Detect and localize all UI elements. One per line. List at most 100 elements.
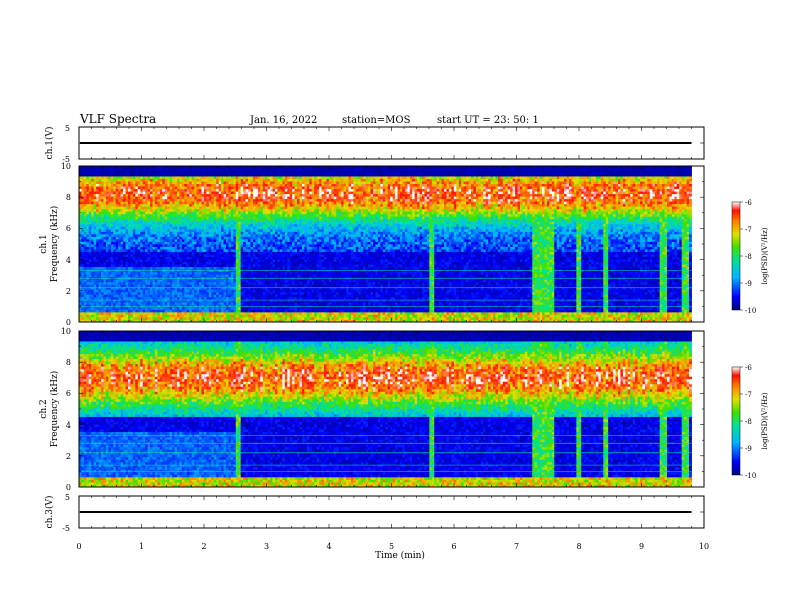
- spectrogram-cell: [203, 299, 207, 303]
- spectrogram-cell: [213, 271, 217, 275]
- spectrogram-cell: [140, 183, 144, 187]
- spectrogram-cell: [265, 314, 269, 318]
- spectrogram-cell: [238, 316, 242, 320]
- spectrogram-cell: [252, 314, 256, 318]
- spectrogram-cell: [135, 203, 139, 207]
- spectrogram-cell: [159, 228, 163, 232]
- spectrogram-cell: [142, 221, 146, 225]
- spectrogram-cell: [123, 203, 126, 207]
- spectrogram-cell: [211, 306, 215, 310]
- spectrogram-cell: [213, 274, 217, 278]
- spectrogram-cell: [203, 271, 207, 275]
- spectrogram-cell: [218, 274, 222, 278]
- spectrogram-cell: [174, 171, 178, 174]
- spectrogram-cell: [218, 223, 222, 227]
- spectrogram-cell: [243, 316, 246, 320]
- spectrogram-cell: [218, 294, 222, 298]
- spectrogram-cell: [233, 271, 237, 275]
- spectrogram-cell: [260, 176, 264, 179]
- spectrogram-cell: [88, 284, 92, 288]
- spectrogram-cell: [218, 183, 222, 187]
- spectrogram-cell: [260, 316, 264, 320]
- spectrogram-cell: [226, 193, 229, 197]
- spectrogram-cell: [196, 306, 200, 310]
- spectrogram-cell: [179, 286, 183, 290]
- spectrogram-cell: [162, 198, 166, 202]
- spectrogram-cell: [191, 266, 195, 270]
- spectrogram-cell: [243, 198, 246, 202]
- spectrogram-cell: [137, 208, 141, 212]
- spectrogram-cell: [233, 183, 237, 187]
- spectrogram-cell: [103, 274, 107, 278]
- spectrogram-cell: [196, 289, 200, 293]
- spectrogram-cell: [159, 208, 163, 212]
- spectrogram-cell: [194, 316, 197, 320]
- spectrogram-cell: [248, 309, 251, 313]
- spectrogram-cell: [211, 254, 215, 257]
- spectrogram-cell: [199, 244, 202, 247]
- spectrogram-cell: [243, 314, 246, 318]
- spectrogram-cell: [226, 289, 229, 293]
- spectrogram-cell: [167, 171, 171, 174]
- spectrogram-cell: [164, 304, 168, 308]
- spectrogram-cell: [137, 223, 141, 227]
- spectrogram-cell: [252, 191, 256, 195]
- ch1-waveform-ylabel: ch.1(V): [44, 127, 55, 160]
- spectrogram-cell: [157, 241, 161, 245]
- spectrogram-cell: [270, 284, 273, 288]
- spectrogram-cell: [201, 226, 205, 230]
- spectrogram-cell: [174, 311, 178, 315]
- spectrogram-cell: [223, 266, 227, 270]
- spectrogram-cell: [257, 223, 261, 227]
- spectrogram-cell: [152, 228, 156, 232]
- spectrogram-cell: [164, 173, 168, 177]
- spectrogram-cell: [228, 316, 232, 320]
- spectrogram-cell: [262, 261, 266, 265]
- spectrogram-cell: [184, 188, 188, 192]
- spectrogram-cell: [145, 279, 148, 283]
- spectrogram-cell: [159, 256, 163, 260]
- spectrogram-cell: [181, 251, 185, 255]
- spectrogram-cell: [177, 208, 180, 212]
- spectrogram-cell: [252, 206, 256, 210]
- spectrogram-cell: [169, 311, 173, 315]
- spectrogram-cell: [196, 221, 200, 225]
- spectrogram-cell: [189, 216, 193, 220]
- spectrogram-cell: [88, 254, 92, 257]
- spectrogram-cell: [93, 259, 97, 263]
- spectrogram-cell: [154, 241, 158, 245]
- spectrogram-cell: [135, 228, 139, 232]
- spectrogram-cell: [157, 238, 161, 242]
- spectrogram-cell: [218, 296, 222, 300]
- spectrogram-cell: [169, 196, 173, 200]
- spectrogram-cell: [113, 213, 117, 217]
- spectrogram-cell: [230, 291, 234, 295]
- spectrogram-cell: [201, 259, 205, 263]
- spectrogram-cell: [81, 311, 85, 315]
- spectrogram-cell: [201, 168, 205, 172]
- spectrogram-cell: [115, 299, 119, 303]
- spectrogram-cell: [130, 236, 134, 240]
- spectrogram-cell: [167, 249, 171, 252]
- spectrogram-cell: [230, 208, 234, 212]
- spectrogram-cell: [115, 314, 119, 318]
- spectrogram-cell: [142, 316, 146, 320]
- spectrogram-cell: [194, 216, 197, 220]
- spectrogram-cell: [218, 186, 222, 190]
- spectrogram-cell: [125, 206, 129, 210]
- spectrogram-cell: [248, 166, 251, 169]
- spectrogram-cell: [154, 236, 158, 240]
- spectrogram-cell: [172, 228, 175, 232]
- spectrogram-cell: [221, 246, 224, 250]
- spectrogram-cell: [123, 254, 126, 257]
- spectrogram-cell: [260, 281, 264, 285]
- spectrogram-cell: [218, 264, 222, 268]
- spectrogram-cell: [235, 233, 239, 237]
- spectrogram-cell: [228, 254, 232, 257]
- spectrogram-cell: [186, 166, 190, 169]
- spectrogram-cell: [91, 211, 95, 215]
- spectrogram-cell: [221, 254, 224, 257]
- spectrogram-cell: [265, 183, 269, 187]
- spectrogram-cell: [147, 178, 151, 182]
- spectrogram-cell: [167, 314, 171, 318]
